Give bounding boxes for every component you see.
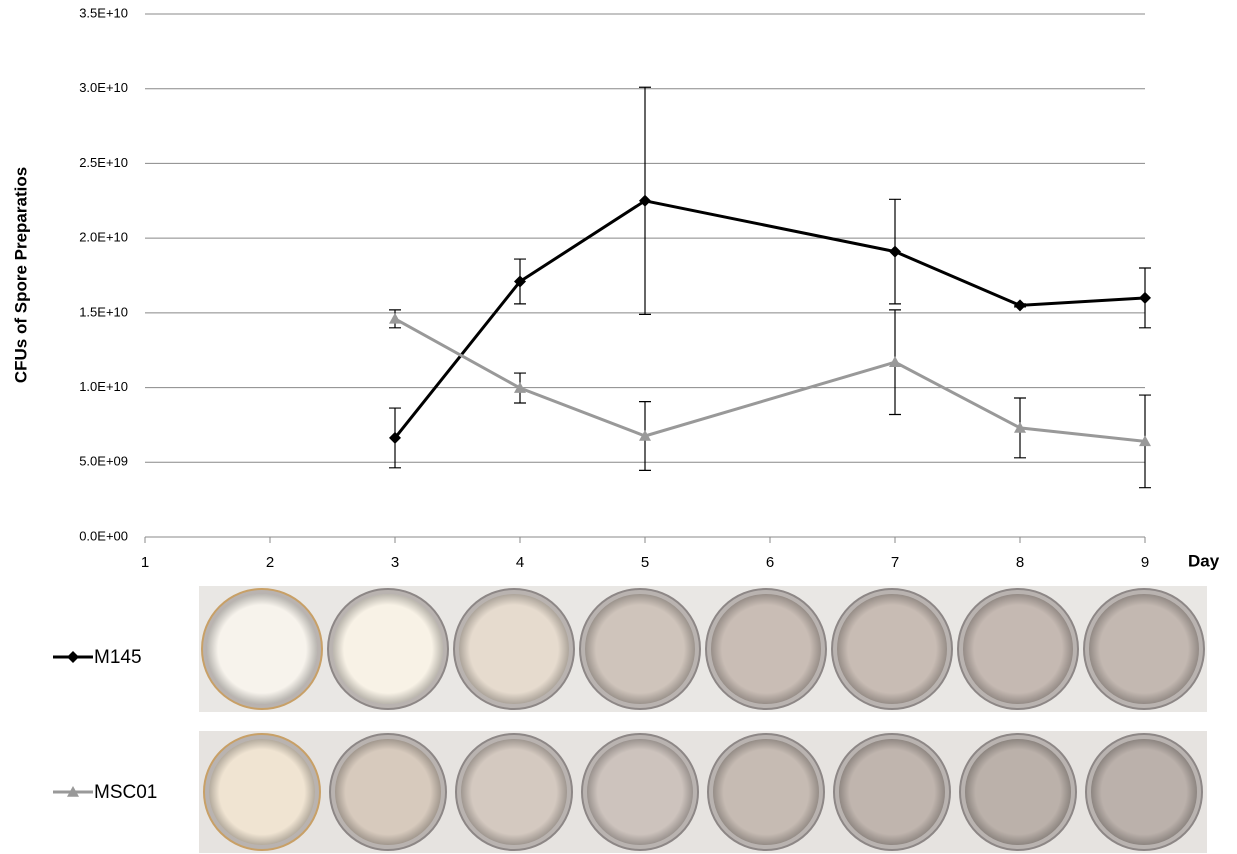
x-tick-label: 8 bbox=[1016, 554, 1024, 571]
x-tick-label: 6 bbox=[766, 554, 774, 571]
y-tick-label: 2.5E+10 bbox=[79, 155, 128, 170]
plate-shade bbox=[587, 739, 693, 845]
plate-shade bbox=[209, 739, 315, 845]
point-marker bbox=[889, 356, 901, 367]
y-tick-label: 3.0E+10 bbox=[79, 80, 128, 95]
point-marker bbox=[889, 246, 901, 258]
x-tick-label: 4 bbox=[516, 554, 524, 571]
plate-shade bbox=[459, 594, 569, 704]
y-tick-label: 1.5E+10 bbox=[79, 304, 128, 319]
series-line bbox=[395, 201, 1145, 438]
plate-shade bbox=[207, 594, 317, 704]
plate-shade bbox=[333, 594, 443, 704]
y-tick-label: 0.0E+00 bbox=[79, 528, 128, 543]
plate-shade bbox=[713, 739, 819, 845]
x-tick-label: 1 bbox=[141, 554, 149, 571]
legend-label: M145 bbox=[94, 647, 142, 668]
x-tick-label: 9 bbox=[1141, 554, 1149, 571]
series-line bbox=[395, 319, 1145, 442]
x-tick-label: 3 bbox=[391, 554, 399, 571]
y-tick-label: 2.0E+10 bbox=[79, 230, 128, 245]
plate-shade bbox=[965, 739, 1071, 845]
y-tick-label: 5.0E+09 bbox=[79, 454, 128, 469]
plate-shade bbox=[963, 594, 1073, 704]
point-marker bbox=[1014, 299, 1026, 311]
plate-shade bbox=[839, 739, 945, 845]
plate-photos bbox=[199, 586, 1207, 853]
y-axis-title: CFUs of Spore Preparatios bbox=[11, 167, 30, 383]
plate-shade bbox=[335, 739, 441, 845]
plate-shade bbox=[837, 594, 947, 704]
y-tick-label: 3.5E+10 bbox=[79, 5, 128, 20]
x-tick-label: 2 bbox=[266, 554, 274, 571]
point-marker bbox=[389, 313, 401, 324]
plate-shade bbox=[461, 739, 567, 845]
x-axis-title: Day bbox=[1188, 551, 1220, 570]
plate-shade bbox=[1091, 739, 1197, 845]
legend-label: MSC01 bbox=[94, 782, 157, 803]
y-tick-label: 1.0E+10 bbox=[79, 379, 128, 394]
plate-shade bbox=[585, 594, 695, 704]
chart: CFUs of Spore Preparatios Day 0.0E+00 5.0… bbox=[0, 0, 1237, 854]
point-marker bbox=[1139, 292, 1151, 304]
plate-shade bbox=[1089, 594, 1199, 704]
x-tick-label: 7 bbox=[891, 554, 899, 571]
x-tick-label: 5 bbox=[641, 554, 649, 571]
legend-marker bbox=[67, 651, 79, 663]
plate-shade bbox=[711, 594, 821, 704]
